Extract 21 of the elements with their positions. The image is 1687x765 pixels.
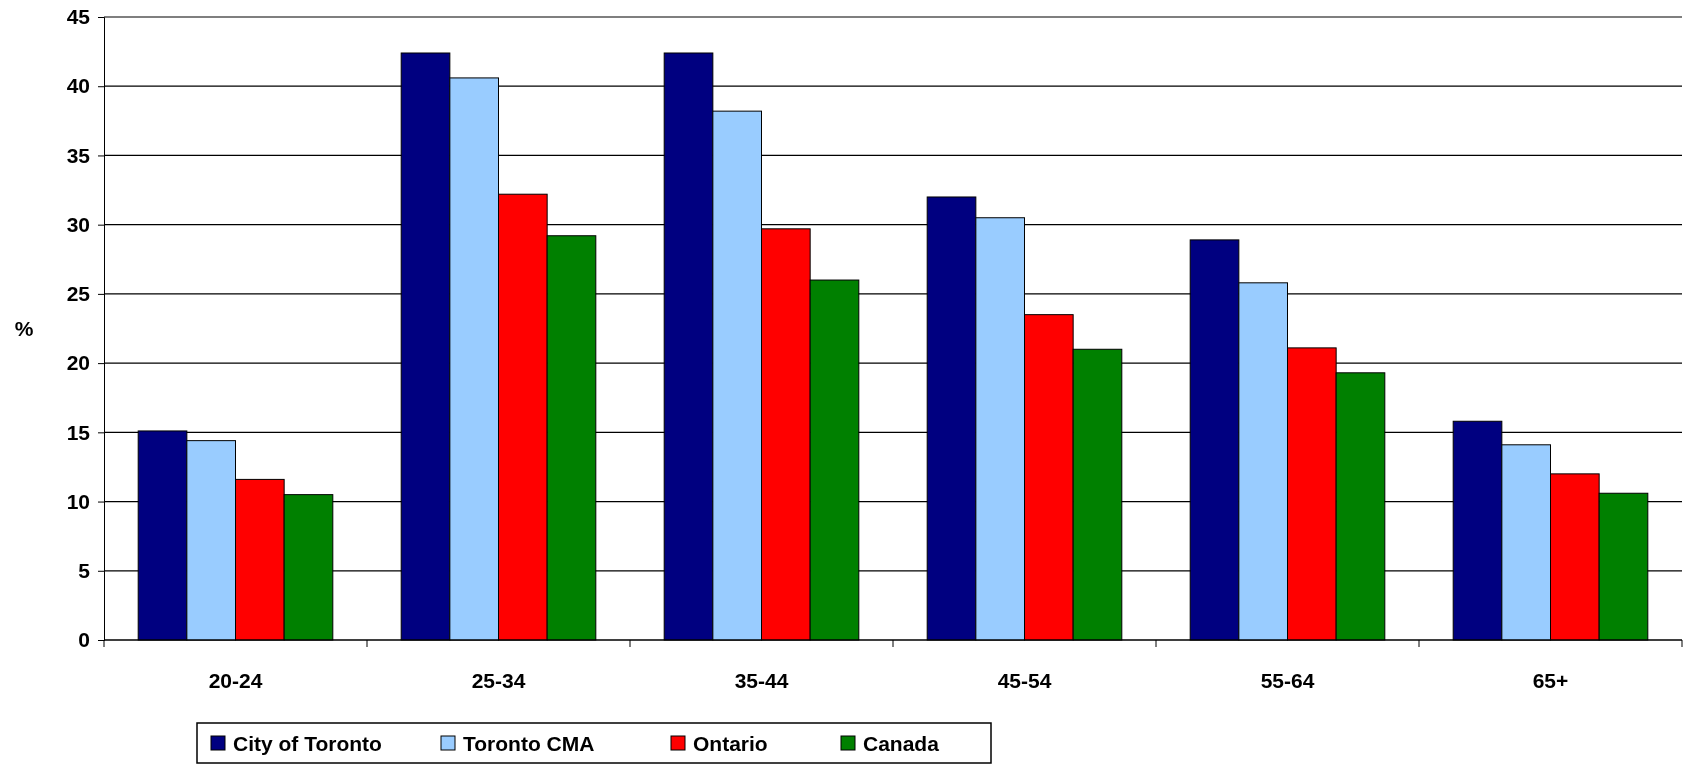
y-tick-label: 30	[66, 212, 90, 236]
legend-label: Toronto CMA	[463, 732, 595, 755]
y-tick-label: 45	[66, 5, 91, 29]
y-tick-label: 35	[66, 143, 91, 167]
legend-label: Ontario	[693, 732, 768, 755]
x-tick-label: 65+	[1532, 669, 1569, 692]
y-tick-label: 5	[78, 559, 91, 582]
x-tick-label: 35-44	[734, 669, 789, 692]
y-tick-label: 25	[66, 282, 91, 306]
x-tick-label: 45-54	[997, 669, 1052, 692]
y-axis-title: %	[14, 316, 34, 340]
y-tick-label: 40	[66, 74, 90, 98]
y-tick-label: 10	[66, 489, 90, 513]
legend-label: Canada	[863, 732, 940, 755]
x-tick-label: 55-64	[1260, 669, 1315, 692]
x-tick-label: 20-24	[208, 669, 263, 692]
legend-label: City of Toronto	[233, 732, 382, 755]
y-tick-label: 15	[66, 420, 91, 444]
y-tick-label: 20	[66, 351, 90, 375]
x-tick-label: 25-34	[471, 669, 526, 692]
y-tick-label: 0	[78, 628, 90, 652]
